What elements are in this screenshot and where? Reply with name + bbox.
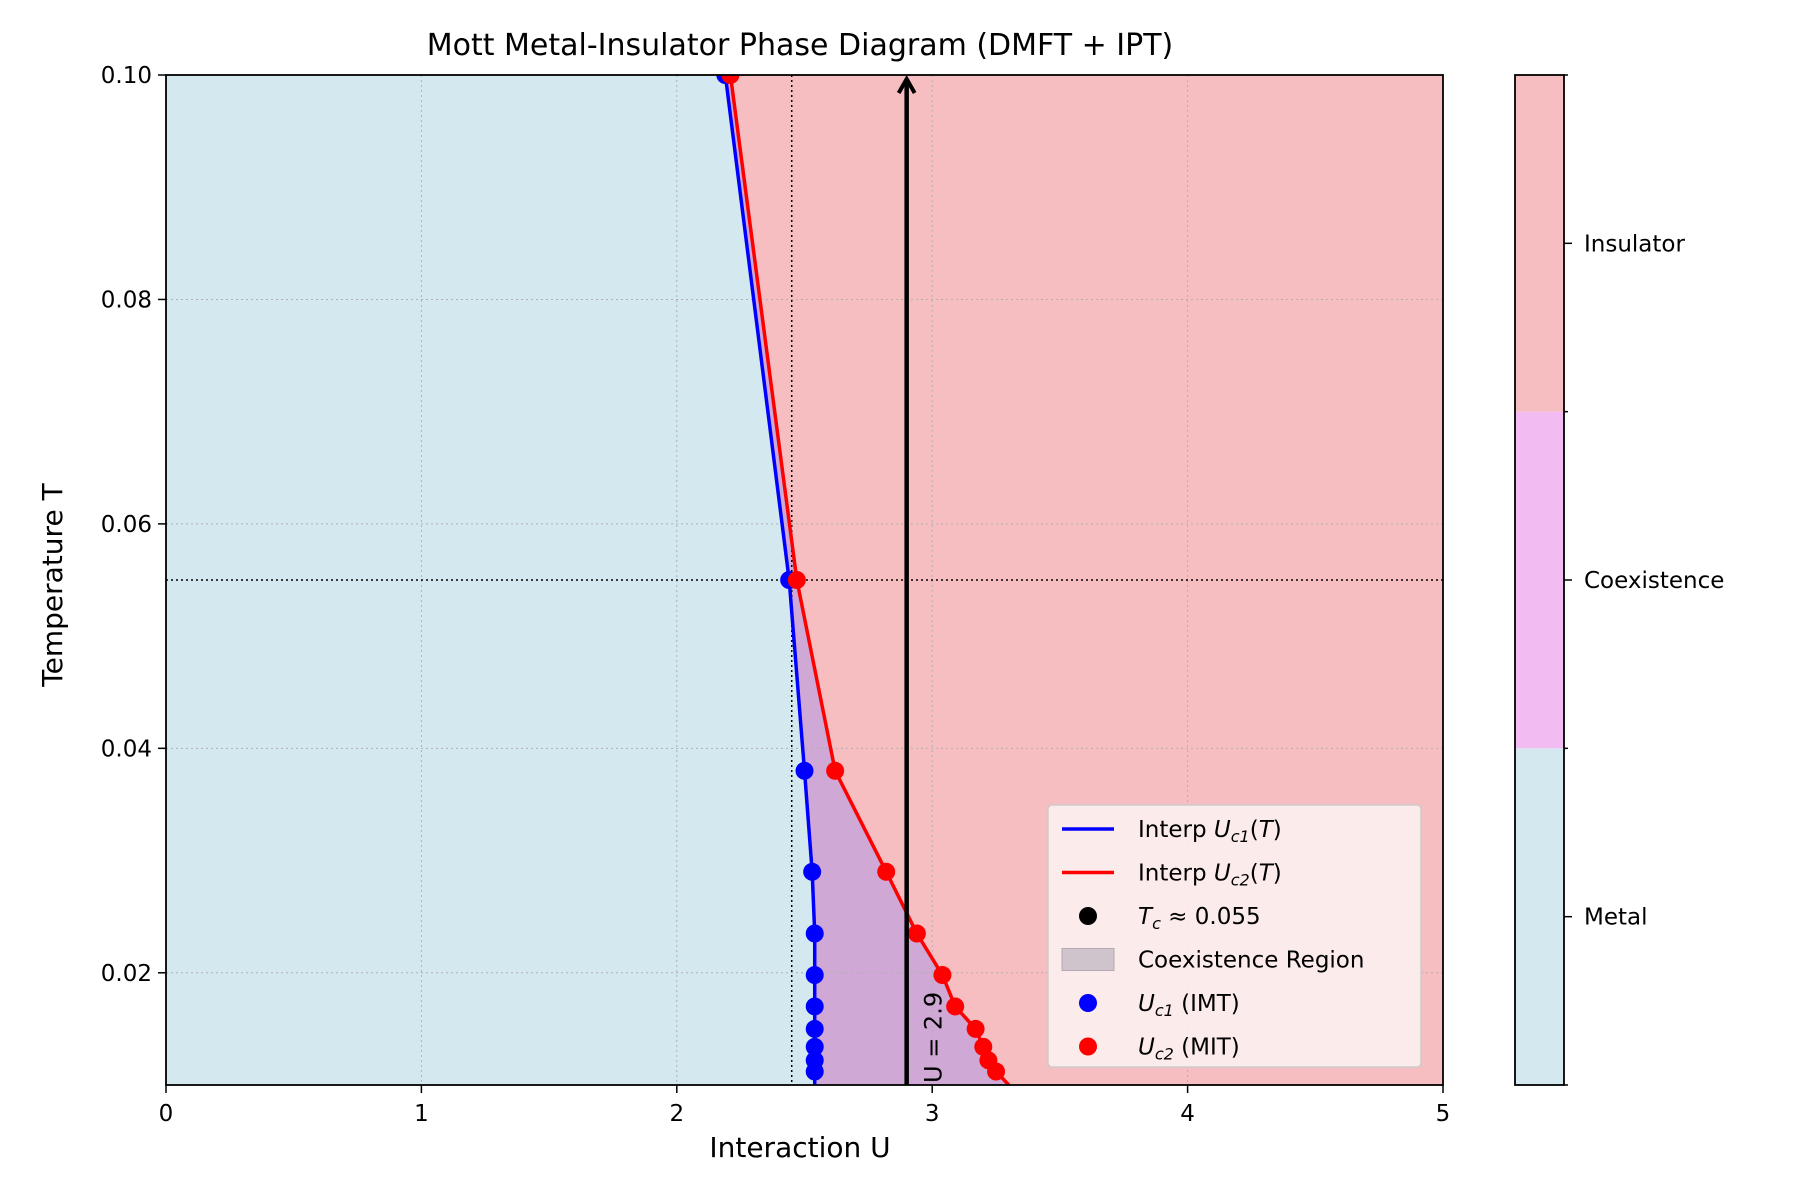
uc1-marker — [805, 1019, 824, 1038]
x-tick-label: 3 — [925, 1101, 940, 1127]
x-tick-label: 2 — [669, 1101, 684, 1127]
plot-frame — [165, 74, 1444, 1086]
uc1-marker — [805, 1062, 824, 1081]
x-tick-label: 0 — [159, 1101, 174, 1127]
y-tick-label: 0.04 — [101, 736, 152, 762]
uc1-marker — [795, 761, 814, 780]
uc2-marker — [907, 924, 926, 943]
colorbar-segment-metal — [1515, 748, 1564, 1085]
uc2-marker — [946, 997, 965, 1016]
plot-area: U = 2.9 0 1 2 3 4 5 0.02 0.04 0.06 0.08 0.10 — [101, 63, 1451, 1127]
colorbar-label: Metal — [1584, 905, 1648, 931]
uc2-marker — [826, 761, 845, 780]
legend-label: Coexistence Region — [1138, 948, 1364, 974]
y-tick-label: 0.06 — [101, 512, 152, 538]
uc1-marker — [805, 997, 824, 1016]
x-tick-label: 4 — [1180, 1101, 1195, 1127]
legend-label: Interp Uc2(T) — [1138, 861, 1282, 890]
colorbar-segment-coexistence — [1515, 411, 1564, 749]
legend-swatch-marker — [1079, 907, 1097, 925]
uc1-marker — [805, 966, 824, 985]
uc1-marker — [805, 1037, 824, 1056]
y-tick-label: 0.02 — [101, 961, 152, 987]
y-tick-label: 0.10 — [101, 63, 152, 89]
uc2-marker — [877, 862, 896, 881]
x-tick-label: 5 — [1436, 1101, 1451, 1127]
colorbar-label: Insulator — [1584, 231, 1685, 257]
u-sweep-arrow-head — [896, 75, 917, 94]
uc2-marker — [787, 571, 806, 589]
uc1-marker — [805, 924, 824, 943]
metal-region — [166, 75, 815, 1085]
uc2-marker — [987, 1062, 1006, 1081]
uc2-marker — [721, 75, 740, 84]
legend-swatch-marker — [1079, 994, 1097, 1012]
coexistence-fill — [725, 75, 1009, 1085]
plot-content — [166, 75, 1443, 1085]
colorbar-frame — [1514, 74, 1565, 1086]
x-axis-label: Interaction U — [709, 1131, 890, 1164]
y-tick-label: 0.08 — [101, 287, 152, 313]
arrow-label: U = 2.9 — [920, 992, 948, 1083]
legend-label: Uc2 (MIT) — [1138, 1035, 1240, 1064]
uc2-marker — [933, 966, 952, 985]
uc1-marker — [803, 862, 822, 881]
legend: Interp Uc1(T) Interp Uc2(T) Tc ≈ 0.055 Coex… — [1047, 804, 1422, 1068]
legend-swatch-patch — [1061, 948, 1115, 971]
uc2-marker — [966, 1019, 985, 1038]
colorbar-label: Coexistence — [1584, 568, 1724, 594]
colorbar-segment-insulator — [1515, 75, 1564, 412]
legend-swatch-marker — [1079, 1037, 1097, 1056]
y-axis-label: Temperature T — [36, 482, 69, 687]
chart-title: Mott Metal-Insulator Phase Diagram (DMFT… — [427, 28, 1174, 63]
legend-label: Tc ≈ 0.055 — [1138, 904, 1261, 933]
legend-box — [1047, 804, 1422, 1068]
region-colorbar: Metal Coexistence Insulator — [1514, 74, 1724, 1086]
legend-label: Uc1 (IMT) — [1138, 991, 1240, 1020]
x-tick-label: 1 — [414, 1101, 429, 1127]
legend-label: Interp Uc1(T) — [1138, 817, 1282, 846]
